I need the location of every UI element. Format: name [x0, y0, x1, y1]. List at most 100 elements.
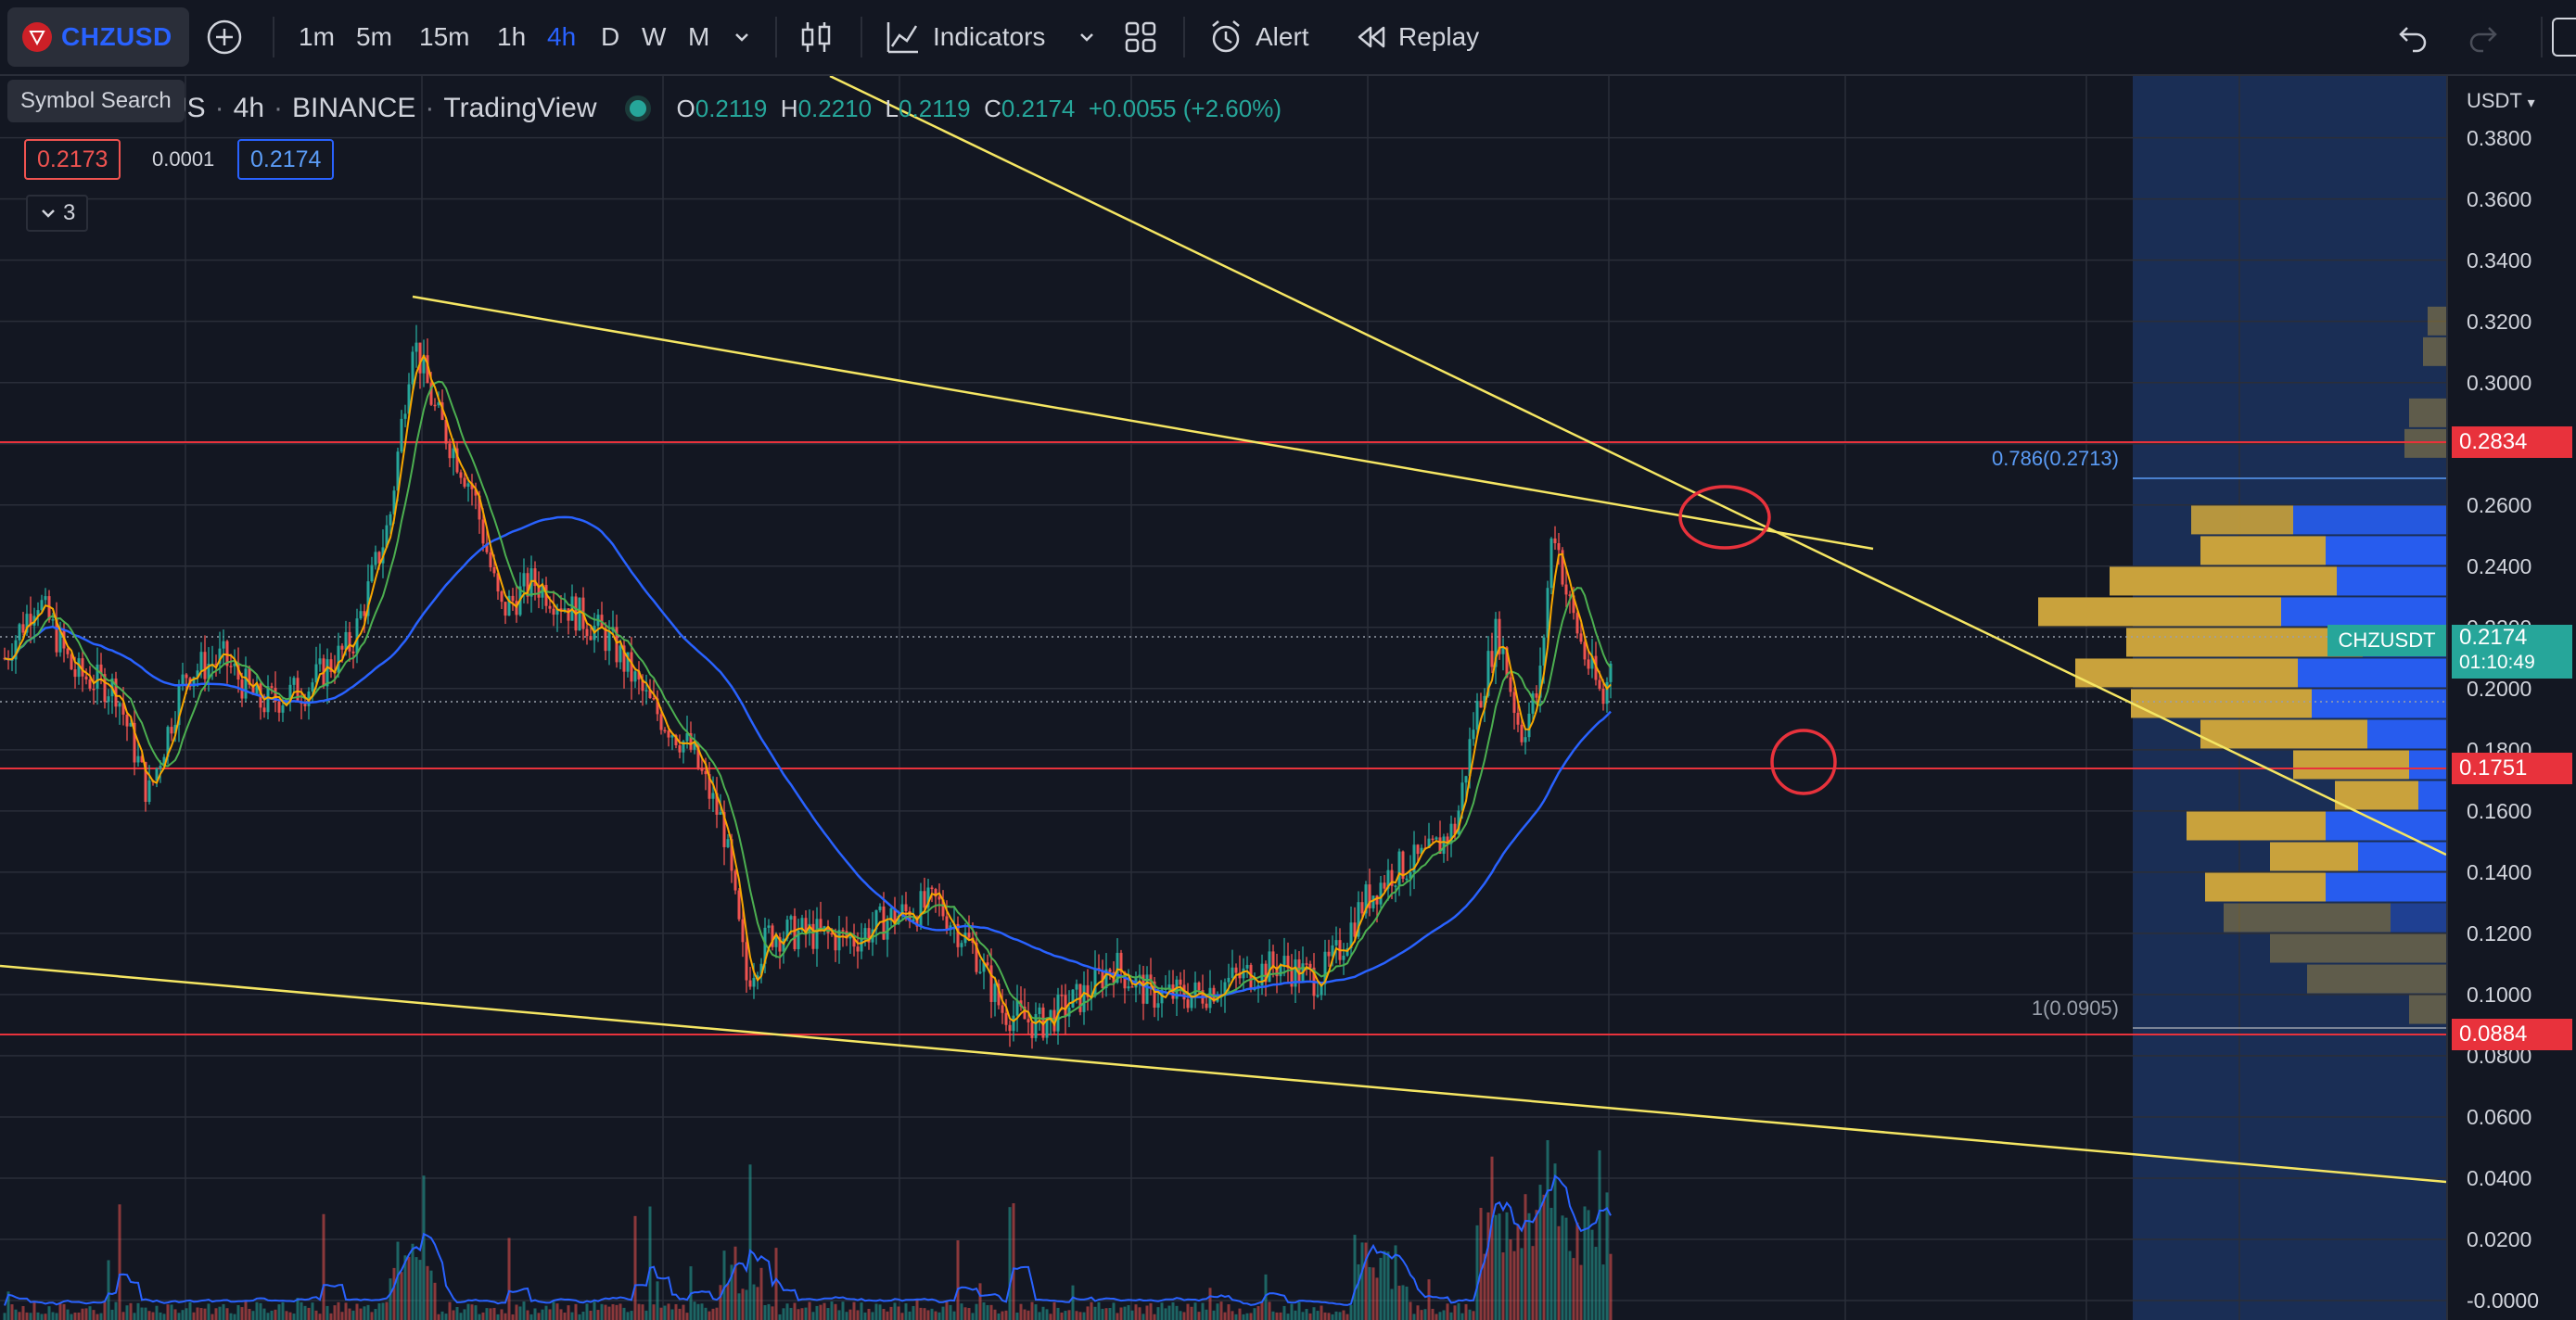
candle-body: [674, 735, 678, 746]
symbol-search-button[interactable]: CHZUSD: [7, 7, 189, 67]
interval-d[interactable]: D: [601, 22, 620, 51]
volume-bar: [1030, 1301, 1034, 1320]
layout-icon: [2552, 18, 2576, 57]
currency-selector[interactable]: USDT ▾: [2467, 89, 2535, 112]
volume-profile-bar-buy: [2409, 750, 2446, 780]
interval-1h[interactable]: 1h: [497, 22, 527, 51]
volume-profile-bar-sell: [2423, 336, 2446, 366]
candle-body: [1071, 989, 1075, 1009]
highlight-circle[interactable]: [1770, 729, 1837, 795]
interval-1m[interactable]: 1m: [299, 22, 335, 51]
interval-4h[interactable]: 4h: [547, 22, 577, 51]
candle-body: [823, 926, 826, 929]
price-axis[interactable]: USDT ▾ 0.3800 0.3600 0.3400 0.3200 0.3000 0.2…: [2446, 76, 2576, 1320]
candle-body: [1357, 902, 1360, 937]
indicators-button[interactable]: Indicators: [885, 0, 1045, 74]
candle-body: [752, 978, 756, 987]
candle-body: [1334, 940, 1338, 946]
highlight-circle[interactable]: [1678, 485, 1771, 550]
volume-profile-bar-sell: [2187, 811, 2326, 841]
candle-body: [975, 943, 978, 972]
last-price-tag[interactable]: 0.2174 01:10:49: [2452, 625, 2572, 679]
trendline-lower[interactable]: [0, 964, 2446, 1184]
candle-body: [1331, 945, 1334, 957]
volume-bar: [1179, 1311, 1182, 1320]
volume-profile-bar-sell: [2307, 964, 2446, 994]
candle-body: [429, 383, 433, 405]
templates-button[interactable]: [1122, 0, 1159, 74]
symbol-price-tag[interactable]: CHZUSDT: [2327, 625, 2446, 656]
redo-icon: [2469, 27, 2497, 53]
candle-body: [1205, 1003, 1208, 1009]
interval-5m[interactable]: 5m: [356, 22, 392, 51]
candle-body: [1297, 959, 1301, 982]
candle-body: [325, 659, 329, 687]
candle-body: [1082, 984, 1086, 1012]
volume-bar: [1323, 1312, 1327, 1320]
candle-body: [1564, 584, 1568, 595]
volume-bar: [1093, 1306, 1097, 1320]
buy-price-chip[interactable]: 0.2174: [237, 139, 335, 180]
volume-bar: [1320, 1305, 1323, 1320]
volume-bar: [1167, 1305, 1171, 1320]
candle-body: [1520, 724, 1524, 742]
market-status-icon[interactable]: [624, 95, 651, 121]
level-tag-upper[interactable]: 0.2834: [2452, 426, 2572, 458]
level-tag-mid[interactable]: 0.1751: [2452, 753, 2572, 784]
candle-body: [641, 679, 644, 692]
volume-bar: [118, 1204, 121, 1320]
volume-bar: [793, 1302, 797, 1320]
candle-body: [207, 664, 210, 679]
trendline-steep[interactable]: [829, 76, 2446, 857]
volume-bar: [641, 1304, 644, 1320]
candle-body: [277, 701, 281, 713]
candle-body: [578, 597, 581, 631]
volume-profile-bar-sell: [2270, 933, 2446, 963]
interval-15m[interactable]: 15m: [419, 22, 470, 51]
alert-button[interactable]: Alert: [1207, 0, 1309, 74]
volume-bar: [1127, 1304, 1130, 1320]
volume-bar: [348, 1308, 351, 1320]
candle-body: [900, 904, 904, 916]
volume-bar: [778, 1314, 782, 1320]
volume-bar: [44, 1314, 47, 1320]
candle-body: [351, 651, 355, 654]
volume-bar: [1305, 1309, 1308, 1320]
volume-bar: [66, 1309, 70, 1320]
indicators-toggle[interactable]: 3: [26, 195, 89, 232]
interval-dropdown[interactable]: [731, 0, 753, 74]
candle-body: [1349, 922, 1353, 948]
volume-bar: [1516, 1224, 1520, 1320]
volume-bar: [248, 1309, 251, 1320]
volume-profile-bar-sell: [2293, 750, 2409, 780]
candle-body: [244, 668, 248, 699]
candle-body: [355, 618, 359, 654]
ma-mid-line: [4, 380, 1612, 1022]
level-tag-low[interactable]: 0.0884: [2452, 1019, 2572, 1050]
interval-m[interactable]: M: [688, 22, 710, 51]
undo-button[interactable]: [2396, 0, 2429, 74]
price-chart-canvas[interactable]: 0.786(0.2713) 1(0.0905): [0, 76, 2446, 1320]
interval-w[interactable]: W: [642, 22, 667, 51]
redo-button[interactable]: [2467, 0, 2500, 74]
compare-add-button[interactable]: [206, 0, 243, 74]
trendline-upper[interactable]: [412, 295, 1874, 551]
volume-bar: [1212, 1310, 1216, 1320]
replay-button[interactable]: Replay: [1354, 0, 1479, 74]
candle-body: [919, 891, 923, 927]
layout-button[interactable]: [2552, 0, 2576, 74]
sell-price-chip[interactable]: 0.2173: [24, 139, 121, 180]
chart-type-button[interactable]: [799, 0, 833, 74]
chart-pane[interactable]: 0.786(0.2713) 1(0.0905): [0, 76, 2446, 1320]
volume-bar: [978, 1283, 982, 1320]
candle-body: [533, 568, 537, 587]
volume-bar: [982, 1302, 986, 1320]
volume-bar: [429, 1270, 433, 1320]
candle-body: [389, 514, 392, 526]
volume-bar: [1520, 1248, 1524, 1320]
candle-body: [1119, 952, 1123, 972]
candle-body: [107, 696, 110, 703]
volume-bar: [1108, 1308, 1112, 1320]
indicators-dropdown[interactable]: [1076, 0, 1098, 74]
volume-bar: [971, 1313, 975, 1320]
